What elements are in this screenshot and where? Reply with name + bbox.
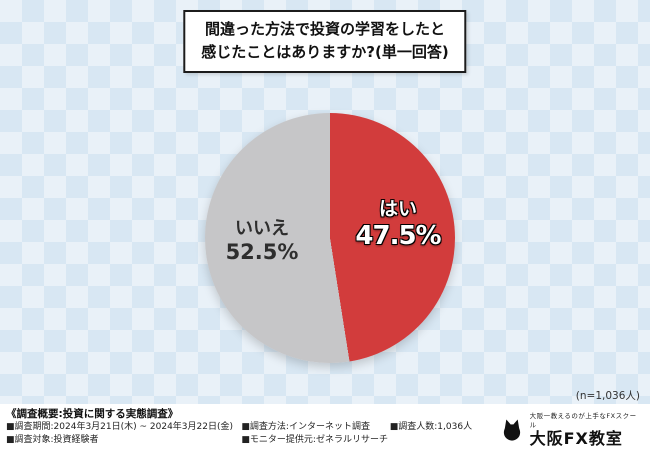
no-label: いいえ [235,218,289,239]
school-logo: 大阪一教えるのが上手なFXスクール 大阪FX教室 [499,408,642,448]
question-title-line1: 間違った方法で投資の学習をしたと [204,20,446,38]
logo-tagline: 大阪一教えるのが上手なFXスクール [529,412,637,429]
pie-slice-label-yes: はい 47.5% [350,194,446,251]
logo-name: 大阪FX教室 [529,429,623,448]
no-percentage: 52.5% [225,240,299,264]
survey-target: ■調査対象:投資経験者 [6,435,99,445]
pie-slice-label-no: いいえ 52.5% [212,214,312,264]
sample-size-label: (n=1,036人) [575,390,640,402]
survey-period: ■調査期間:2024年3月21日(木) ~ 2024年3月22日(金) [6,422,234,432]
survey-monitor-provider: ■モニター提供元:ゼネラルリサーチ [241,435,388,445]
cat-logo-icon [499,417,525,443]
yes-label: はい [378,198,417,220]
yes-percentage: 47.5% [355,221,441,251]
pie-chart [205,113,455,363]
question-title: 間違った方法で投資の学習をしたと 感じたことはありますか?(単一回答) [183,10,467,73]
survey-overview: 《調査概要:投資に関する実態調査》 [6,408,179,420]
survey-participants: ■調査人数:1,036人 [389,422,473,432]
question-title-line2: 感じたことはありますか?(単一回答) [201,43,449,62]
survey-footer: 《調査概要:投資に関する実態調査》 ■調査期間:2024年3月21日(木) ~ … [0,404,650,450]
survey-method: ■調査方法:インターネット調査 [241,422,370,432]
